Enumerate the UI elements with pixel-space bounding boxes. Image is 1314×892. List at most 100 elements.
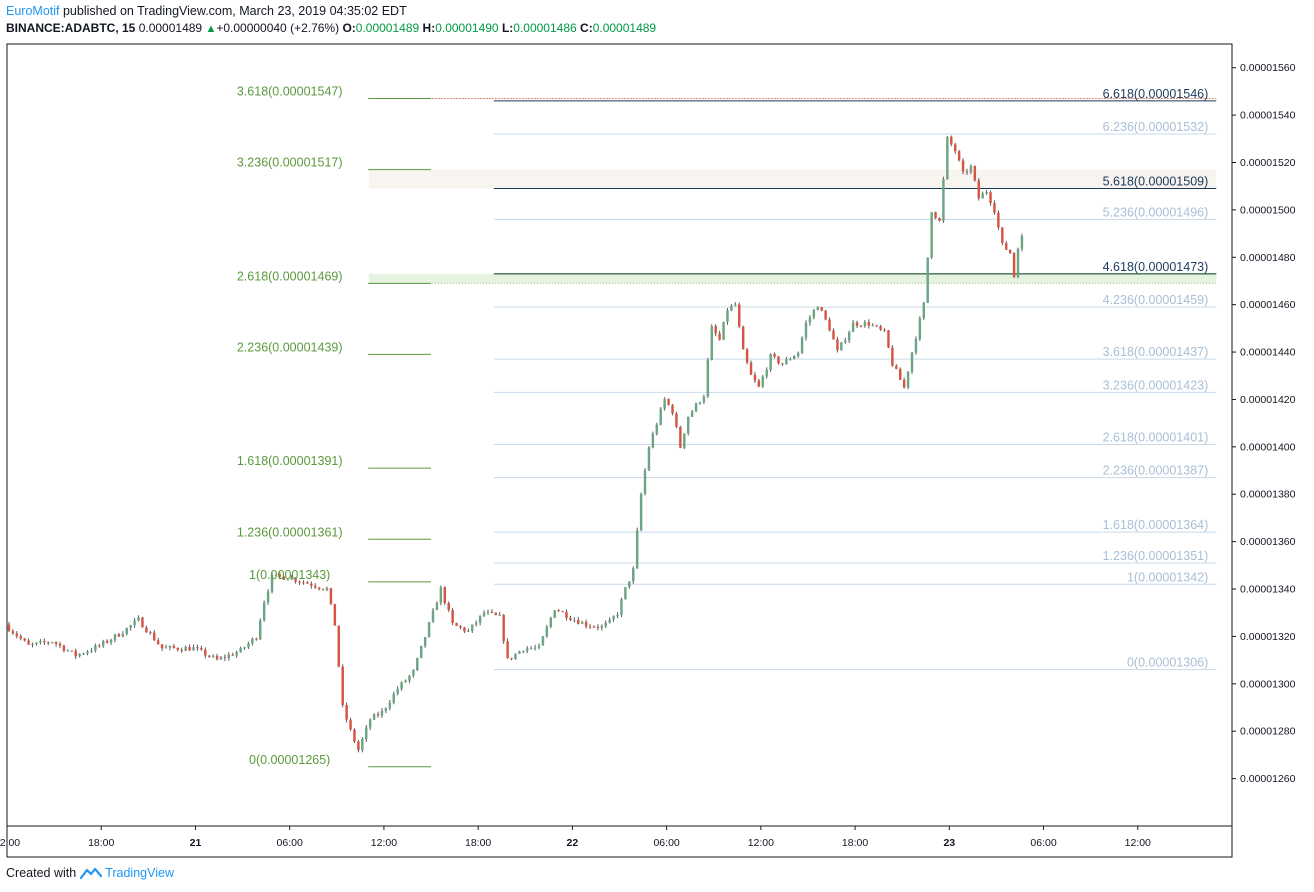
price-tick-label: 0.00001460 <box>1240 299 1296 311</box>
fib-right-label: 5.236(0.00001496) <box>1103 205 1209 219</box>
close-value: 0.00001489 <box>592 21 657 35</box>
price-tick-label: 0.00001300 <box>1240 678 1296 690</box>
fib-left-label: 1.618(0.00001391) <box>237 454 343 468</box>
candle-body <box>981 193 984 199</box>
price-tick-label: 0.00001260 <box>1240 773 1296 785</box>
price-tick-label: 0.00001380 <box>1240 489 1296 501</box>
candle-body <box>207 655 211 657</box>
candle-body <box>262 602 266 621</box>
candle-body <box>620 599 623 615</box>
time-axis: 12:00 18:00 21 06:00 12:00 18:00 22 06:00 12:00 1… <box>0 826 1151 849</box>
candle-body <box>887 330 890 348</box>
author-link[interactable]: EuroMotif <box>6 4 60 18</box>
time-tick-label: 06:00 <box>1030 837 1056 849</box>
candle-body <box>812 310 816 318</box>
candle-body <box>824 310 827 320</box>
candle-body <box>251 638 254 644</box>
candle-body <box>533 647 537 649</box>
candles <box>7 135 1024 753</box>
fib-left-label: 3.618(0.00001547) <box>237 85 343 99</box>
candle-body <box>192 647 195 651</box>
candle-body <box>90 650 93 652</box>
candle-body <box>404 680 407 683</box>
chart-frame <box>6 43 1233 858</box>
candle-body <box>514 653 517 659</box>
candle-body <box>337 625 340 667</box>
candle-body <box>1016 248 1020 277</box>
candle-body <box>686 416 690 434</box>
fib-labels: 3.618(0.00001547) 3.236(0.00001517) 2.618(… <box>237 85 1208 767</box>
candle-body <box>31 644 34 646</box>
candle-body <box>675 413 678 427</box>
candle-body <box>388 702 392 709</box>
candle-body <box>859 325 863 327</box>
candle-body <box>196 647 199 649</box>
close-label: C: <box>580 21 593 35</box>
candle-body <box>906 371 910 388</box>
candle-body <box>643 470 647 494</box>
candle-body <box>39 641 42 643</box>
candle-body <box>950 136 953 145</box>
candle-body <box>447 603 450 611</box>
candle-body <box>659 408 662 425</box>
candle-body <box>679 426 682 448</box>
candle-body <box>423 637 427 646</box>
fib-right-label: 4.618(0.00001473) <box>1103 260 1209 274</box>
candle-body <box>683 433 686 448</box>
price-axis: 0.00001260 0.00001280 0.00001300 0.00001320… <box>1232 62 1296 785</box>
candle-body <box>498 614 501 616</box>
fib-right-label: 1(0.00001342) <box>1127 570 1208 584</box>
candle-body <box>94 645 97 651</box>
candle-body <box>211 655 215 657</box>
candle-body <box>376 714 380 716</box>
high-value: 0.00001490 <box>435 21 499 35</box>
candle-body <box>156 640 160 645</box>
candle-body <box>427 622 431 638</box>
candle-body <box>761 376 765 387</box>
candle-body <box>431 610 435 623</box>
price-tick-label: 0.00001540 <box>1240 110 1296 122</box>
candle-body <box>137 617 140 621</box>
candle-body <box>1020 235 1024 249</box>
open-value: 0.00001489 <box>355 21 420 35</box>
candle-body <box>957 151 961 161</box>
candle-body <box>588 626 592 628</box>
low-value: 0.00001486 <box>513 21 577 35</box>
candle-body <box>412 670 415 676</box>
low-label: L: <box>501 21 514 35</box>
candle-body <box>7 624 11 632</box>
candle-body <box>1012 253 1016 277</box>
candle-body <box>223 657 227 659</box>
candle-body <box>486 611 490 613</box>
candle-body <box>734 304 737 306</box>
candle-body <box>796 352 800 357</box>
candle-body <box>333 603 337 626</box>
candle-body <box>604 622 607 626</box>
fib-left-label: 2.618(0.00001469) <box>237 269 343 283</box>
time-tick-label: 22 <box>567 837 579 849</box>
candle-body <box>518 651 521 654</box>
candle-body <box>1005 243 1008 250</box>
candle-body <box>1001 227 1004 244</box>
candle-body <box>914 339 918 353</box>
candle-body <box>349 719 352 730</box>
candle-body <box>435 603 439 611</box>
candle-body <box>23 638 26 641</box>
candle-body <box>321 588 325 590</box>
time-tick-label: 12:00 <box>0 837 20 849</box>
candle-body <box>714 326 717 334</box>
candle-body <box>738 304 741 327</box>
candle-body <box>11 631 15 634</box>
candle-body <box>482 612 486 616</box>
candle-body <box>899 368 902 380</box>
candle-body <box>702 396 706 403</box>
candle-body <box>467 630 470 632</box>
tradingview-brand-link[interactable]: TradingView <box>105 866 174 880</box>
fib-right-label: 1.236(0.00001351) <box>1103 549 1209 563</box>
candle-body <box>149 632 152 634</box>
candle-body <box>105 640 109 643</box>
candle-body <box>227 654 231 659</box>
candle-body <box>953 144 957 152</box>
candle-body <box>549 617 553 627</box>
